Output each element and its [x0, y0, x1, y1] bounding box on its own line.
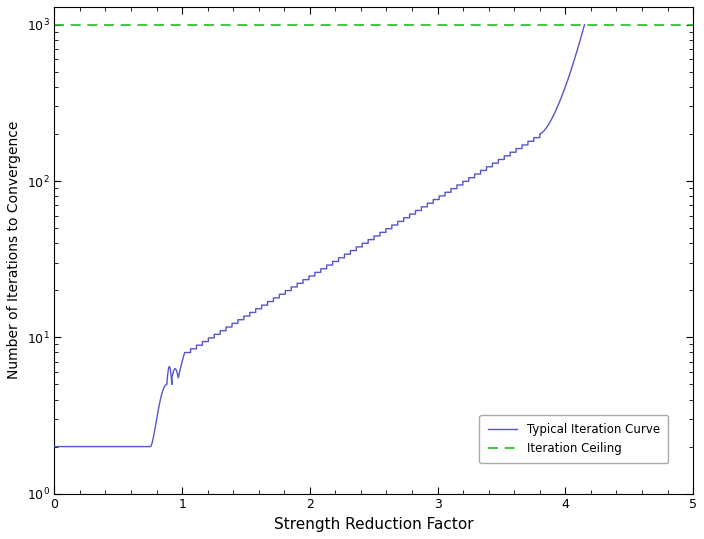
Y-axis label: Number of Iterations to Convergence: Number of Iterations to Convergence — [7, 121, 21, 379]
Typical Iteration Curve — [435, 192, 444, 199]
Typical Iteration Curve — [127, 444, 136, 450]
X-axis label: Strength Reduction Factor: Strength Reduction Factor — [274, 517, 474, 532]
Legend: Typical Iteration Curve, Iteration Ceiling: Typical Iteration Curve, Iteration Ceili… — [479, 415, 668, 464]
Typical Iteration Curve — [216, 331, 225, 337]
Line: Typical Iteration Curve: Typical Iteration Curve — [54, 25, 584, 447]
Typical Iteration Curve — [150, 431, 158, 437]
Typical Iteration Curve — [417, 204, 426, 210]
Iteration Ceiling — [178, 22, 187, 28]
Typical Iteration Curve — [50, 444, 58, 450]
Typical Iteration Curve — [518, 142, 527, 148]
Typical Iteration Curve — [580, 22, 589, 28]
Iteration Ceiling — [50, 22, 58, 28]
